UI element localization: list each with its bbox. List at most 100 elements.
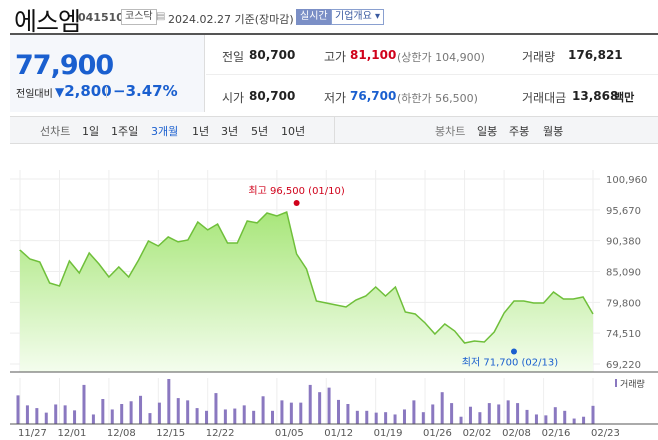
divider [334, 117, 335, 143]
high-label: 고가 [324, 50, 347, 64]
tab-monthly[interactable]: 월봉 [543, 125, 564, 138]
volume-bar [110, 409, 114, 424]
divider [106, 86, 107, 98]
volume-bar [261, 396, 265, 424]
change-value: 2,800 [64, 82, 112, 100]
volume-bar [139, 395, 143, 424]
volume-bar [318, 392, 322, 424]
volume-bar [280, 400, 284, 424]
volume-bar [252, 410, 256, 424]
candle-chart-label: 봉차트 [435, 125, 466, 138]
chevron-down-icon: ▾ [375, 11, 381, 22]
tab-weekly[interactable]: 주봉 [509, 125, 530, 138]
x-tick-label: 01/05 [275, 428, 304, 439]
volume-bar [468, 406, 472, 424]
price-chart: 100,960 95,670 90,380 85,090 79,800 74,510 69,… [10, 170, 658, 439]
low-marker-label: 최저 71,700 (02/13) [462, 357, 558, 369]
low-label: 저가 [324, 91, 347, 105]
volume-bar [44, 412, 48, 424]
volume-bar [487, 403, 491, 424]
x-tick-label: 11/27 [18, 428, 47, 439]
high-value: 81,100 [350, 48, 397, 62]
volume-bar [25, 405, 29, 424]
volume-bar [186, 400, 190, 424]
lower-limit: (하한가 56,500) [397, 92, 478, 105]
tab-1y[interactable]: 1년 [192, 125, 210, 138]
y-tick-label: 100,960 [606, 175, 647, 186]
current-price: 77,900 [15, 50, 114, 81]
volume-bar [299, 402, 303, 424]
tab-3y[interactable]: 3년 [221, 125, 239, 138]
x-tick-label: 02/16 [542, 428, 571, 439]
volume-bar [54, 404, 58, 424]
volume-bar [101, 399, 105, 424]
stock-code: 041510 [78, 11, 124, 24]
volume-bar [431, 404, 435, 424]
y-tick-label: 79,800 [606, 298, 641, 309]
volume-bar [242, 405, 246, 424]
x-tick-label: 02/02 [463, 428, 492, 439]
volume-bar [384, 412, 388, 424]
volume-bar [223, 409, 227, 424]
price-area [20, 212, 593, 372]
volume-bar [73, 410, 77, 424]
change-label: 전일대비 [16, 89, 53, 100]
volume-bar [459, 416, 463, 424]
volume-bar [120, 404, 124, 424]
volume-bar [553, 407, 557, 424]
high-marker [293, 199, 300, 206]
tab-daily[interactable]: 일봉 [477, 125, 498, 138]
volume-bar [591, 405, 595, 424]
divider [206, 74, 658, 75]
line-chart-label: 선차트 [40, 125, 71, 138]
tab-1w[interactable]: 1주일 [111, 125, 139, 138]
volume-bar [365, 410, 369, 424]
company-info-dropdown[interactable]: 기업개요 ▾ [331, 9, 385, 25]
volume-bar [478, 412, 482, 424]
volume-bar [412, 400, 416, 424]
volume-bar [506, 400, 510, 424]
price-line [19, 210, 594, 344]
tab-5y[interactable]: 5년 [251, 125, 269, 138]
quote-date: 2024.02.27 기준(장마감) [168, 13, 294, 26]
prev-label: 전일 [222, 50, 245, 64]
volume-bar [308, 384, 312, 424]
x-tick-label: 01/26 [423, 428, 452, 439]
volume-bar [195, 408, 199, 424]
volume-bar [346, 404, 350, 424]
y-tick-label: 74,510 [606, 329, 641, 340]
volume-value: 176,821 [568, 48, 623, 62]
volume-bar [271, 410, 275, 424]
company-info-label: 기업개요 [335, 11, 372, 22]
x-tick-label: 12/01 [58, 428, 87, 439]
x-tick-label: 02/08 [502, 428, 531, 439]
volume-bar [572, 418, 576, 424]
open-label: 시가 [222, 91, 245, 105]
x-tick-label: 02/23 [591, 428, 620, 439]
volume-bar [16, 395, 20, 424]
amount-unit: 백만 [614, 91, 635, 104]
market-badge: 코스닥 [121, 9, 157, 25]
amount-label: 거래대금 [522, 91, 567, 105]
volume-bar [327, 387, 331, 424]
x-tick-label: 01/19 [374, 428, 403, 439]
volume-bar [129, 401, 133, 424]
tab-3m[interactable]: 3개월 [151, 125, 179, 138]
volume-bar [421, 412, 425, 424]
tab-1d[interactable]: 1일 [82, 125, 100, 138]
tab-10y[interactable]: 10년 [281, 125, 306, 138]
upper-limit: (상한가 104,900) [397, 51, 485, 64]
realtime-button[interactable]: 실시간 [296, 9, 332, 25]
low-marker [510, 348, 517, 355]
amount-value: 13,868 [572, 89, 619, 103]
open-value: 80,700 [249, 89, 296, 103]
y-tick-label: 69,220 [606, 360, 641, 371]
volume-bar [336, 399, 340, 424]
volume-bar [82, 384, 86, 424]
volume-bar [35, 408, 39, 424]
volume-bar [582, 416, 586, 424]
volume-bar [91, 414, 95, 424]
volume-bar [176, 398, 180, 424]
down-triangle-icon: ▼ [55, 85, 65, 99]
x-tick-label: 01/12 [324, 428, 353, 439]
